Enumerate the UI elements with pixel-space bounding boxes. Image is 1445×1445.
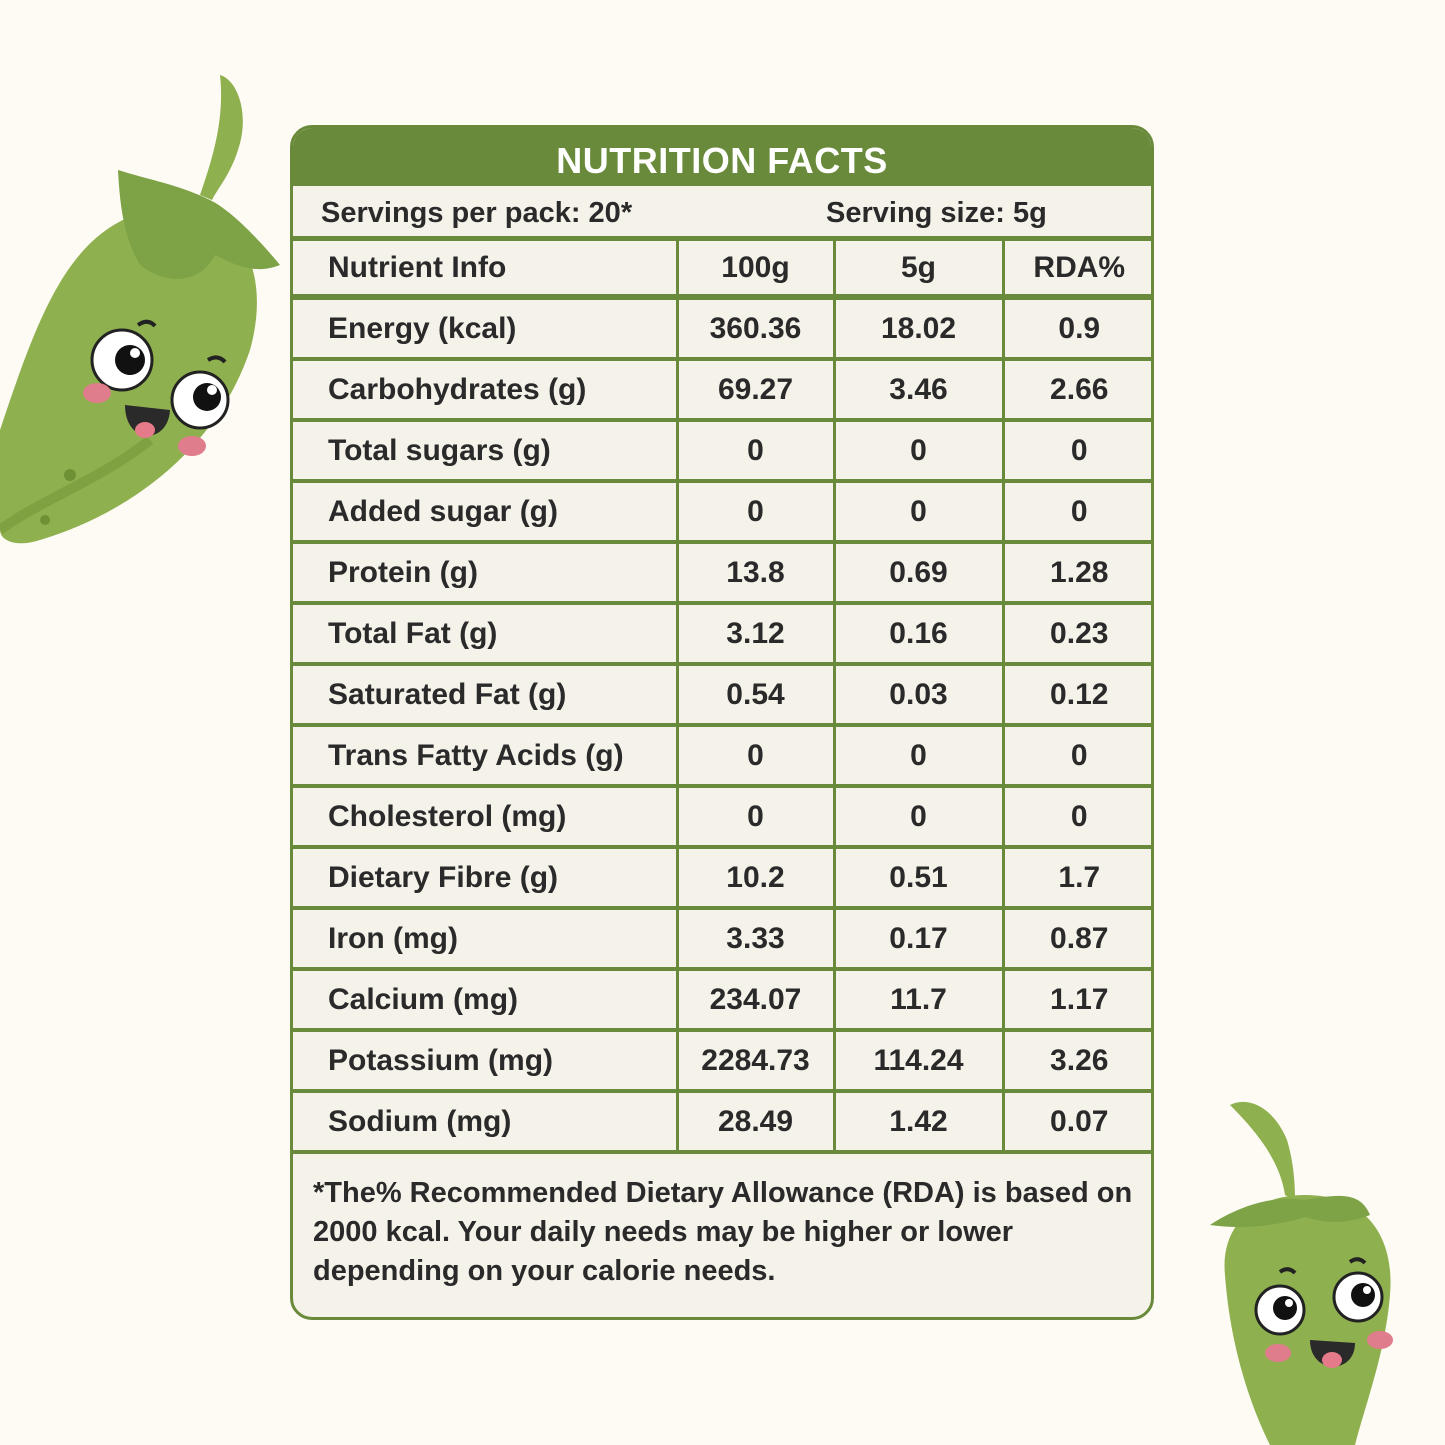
nutrient-value: 0.69 [834,542,1005,605]
nutrient-value: 0.17 [834,908,1005,971]
table-row: Calcium (mg) 234.07 11.7 1.17 [293,969,1151,1032]
nutrient-value: 3.26 [1003,1030,1151,1093]
nutrient-value: 0.23 [1003,603,1151,666]
table-row: Dietary Fibre (g) 10.2 0.51 1.7 [293,847,1151,910]
nutrition-table: Nutrient Info 100g 5g RDA% Energy (kcal)… [293,241,1151,1154]
nutrient-value: 2.66 [1003,359,1151,422]
column-header: RDA% [1003,241,1151,300]
nutrient-value: 0 [1003,786,1151,849]
nutrient-value: 10.2 [677,847,836,910]
nutrient-name: Iron (mg) [293,908,679,971]
table-row: Energy (kcal) 360.36 18.02 0.9 [293,297,1151,361]
nutrient-value: 0.9 [1003,297,1151,361]
nutrient-value: 0 [677,786,836,849]
nutrient-name: Protein (g) [293,542,679,605]
nutrient-value: 3.46 [834,359,1005,422]
nutrient-value: 0 [1003,725,1151,788]
serving-size: Serving size: 5g [826,197,1047,229]
nutrient-value: 114.24 [834,1030,1005,1093]
column-header: 100g [677,241,836,300]
servings-per-pack: Servings per pack: 20* [321,197,633,229]
chili-mascot-icon [1210,1101,1393,1445]
nutrient-value: 0 [1003,481,1151,544]
nutrient-value: 69.27 [677,359,836,422]
servings-row: Servings per pack: 20* Serving size: 5g [293,186,1151,241]
nutrient-name: Added sugar (g) [293,481,679,544]
nutrient-value: 0 [834,786,1005,849]
table-row: Added sugar (g) 0 0 0 [293,481,1151,544]
nutrient-value: 0 [677,420,836,483]
nutrient-value: 1.28 [1003,542,1151,605]
nutrient-value: 0.54 [677,664,836,727]
nutrient-value: 0.12 [1003,664,1151,727]
panel-title: NUTRITION FACTS [293,128,1151,186]
column-header: 5g [834,241,1005,300]
table-header-row: Nutrient Info 100g 5g RDA% [293,241,1151,300]
table-row: Potassium (mg) 2284.73 114.24 3.26 [293,1030,1151,1093]
table-row: Saturated Fat (g) 0.54 0.03 0.12 [293,664,1151,727]
nutrient-value: 0 [1003,420,1151,483]
rda-footnote: *The% Recommended Dietary Allowance (RDA… [313,1177,1133,1287]
nutrient-value: 1.17 [1003,969,1151,1032]
nutrient-name: Saturated Fat (g) [293,664,679,727]
nutrient-name: Sodium (mg) [293,1091,679,1154]
nutrient-value: 13.8 [677,542,836,605]
nutrient-value: 0.03 [834,664,1005,727]
table-row: Carbohydrates (g) 69.27 3.46 2.66 [293,359,1151,422]
nutrient-value: 1.42 [834,1091,1005,1154]
nutrient-value: 0 [677,481,836,544]
table-row: Total sugars (g) 0 0 0 [293,420,1151,483]
nutrient-value: 0 [834,420,1005,483]
nutrition-facts-panel: NUTRITION FACTS Servings per pack: 20* S… [290,125,1154,1320]
nutrient-value: 360.36 [677,297,836,361]
nutrient-value: 0.87 [1003,908,1151,971]
table-row: Iron (mg) 3.33 0.17 0.87 [293,908,1151,971]
nutrient-name: Potassium (mg) [293,1030,679,1093]
nutrient-name: Energy (kcal) [293,297,679,361]
nutrient-value: 0 [677,725,836,788]
nutrient-value: 2284.73 [677,1030,836,1093]
table-row: Trans Fatty Acids (g) 0 0 0 [293,725,1151,788]
nutrient-name: Carbohydrates (g) [293,359,679,422]
table-row: Sodium (mg) 28.49 1.42 0.07 [293,1091,1151,1154]
nutrient-value: 1.7 [1003,847,1151,910]
nutrient-value: 234.07 [677,969,836,1032]
nutrient-value: 11.7 [834,969,1005,1032]
nutrient-name: Dietary Fibre (g) [293,847,679,910]
nutrient-name: Total sugars (g) [293,420,679,483]
nutrient-value: 3.33 [677,908,836,971]
nutrient-value: 3.12 [677,603,836,666]
table-row: Cholesterol (mg) 0 0 0 [293,786,1151,849]
chili-mascot-icon [0,75,280,544]
nutrient-name: Trans Fatty Acids (g) [293,725,679,788]
nutrient-value: 0.51 [834,847,1005,910]
table-row: Protein (g) 13.8 0.69 1.28 [293,542,1151,605]
nutrient-value: 0 [834,481,1005,544]
nutrient-value: 0.07 [1003,1091,1151,1154]
nutrient-value: 18.02 [834,297,1005,361]
nutrient-value: 0 [834,725,1005,788]
nutrient-name: Total Fat (g) [293,603,679,666]
column-header: Nutrient Info [293,241,679,300]
table-row: Total Fat (g) 3.12 0.16 0.23 [293,603,1151,666]
nutrient-value: 28.49 [677,1091,836,1154]
nutrient-name: Calcium (mg) [293,969,679,1032]
nutrient-name: Cholesterol (mg) [293,786,679,849]
nutrient-value: 0.16 [834,603,1005,666]
